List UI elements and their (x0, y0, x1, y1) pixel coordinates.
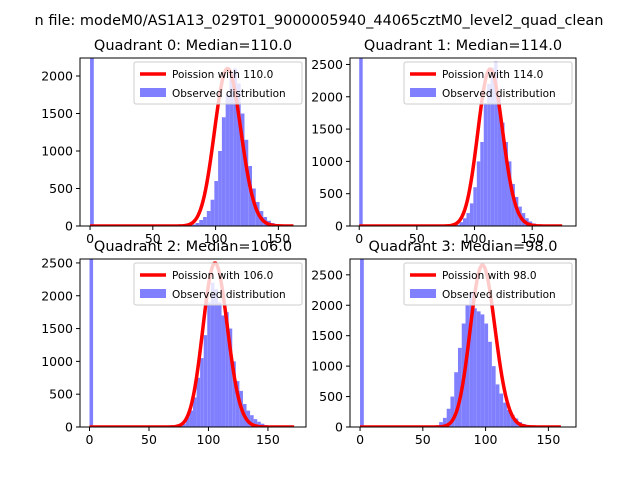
histogram-bar (203, 217, 207, 226)
histogram-bar (477, 161, 480, 226)
legend-label-observed: Observed distribution (172, 88, 286, 100)
y-tick-label: 0 (335, 420, 343, 435)
histogram-bar (360, 259, 364, 427)
y-tick-label: 1000 (41, 354, 73, 369)
legend-label-observed: Observed distribution (442, 88, 556, 100)
y-tick-label: 2500 (311, 267, 343, 282)
histogram-bar (204, 335, 208, 427)
histogram-bar (487, 84, 490, 226)
x-tick-label: 0 (356, 432, 364, 447)
y-tick-label: 2000 (41, 288, 73, 303)
legend-bar-swatch (410, 289, 436, 298)
x-tick-label: 0 (86, 231, 94, 246)
histogram-bar (199, 220, 203, 226)
legend-label-poisson: Poission with 98.0 (442, 270, 537, 282)
x-tick-label: 50 (141, 432, 157, 447)
y-tick-label: 1000 (311, 154, 343, 169)
histogram-bar (473, 308, 477, 427)
x-tick-label: 150 (256, 432, 280, 447)
histogram-bar (484, 103, 487, 226)
histogram-bar (218, 302, 222, 427)
y-tick-label: 500 (49, 387, 73, 402)
histogram-bar (359, 58, 362, 226)
histogram-bar (477, 311, 481, 427)
histogram-bar (222, 315, 226, 427)
y-tick-label: 0 (65, 219, 73, 234)
legend-label-observed: Observed distribution (172, 289, 286, 301)
histogram-bar (484, 324, 488, 427)
histogram-bar (211, 200, 215, 226)
histogram-bar (200, 358, 204, 427)
y-tick-label: 500 (49, 181, 73, 196)
histogram-bar (207, 211, 211, 226)
histogram-bar (496, 384, 500, 427)
y-tick-label: 1000 (41, 144, 73, 159)
histogram-bar (466, 213, 469, 226)
y-tick-label: 1500 (311, 328, 343, 343)
y-tick-label: 2000 (311, 89, 343, 104)
histogram-bar (473, 187, 476, 226)
legend-bar-swatch (410, 88, 436, 97)
legend: Poission with 98.0 Observed distribution (404, 263, 572, 305)
histogram-bar (463, 218, 466, 226)
histogram-bar (481, 314, 485, 427)
legend-label-poisson: Poission with 110.0 (172, 69, 273, 81)
y-tick-label: 1000 (311, 359, 343, 374)
legend-label-observed: Observed distribution (442, 289, 556, 301)
y-tick-label: 0 (65, 420, 73, 435)
histogram-bar (499, 394, 503, 427)
histogram-bar (470, 203, 473, 226)
figure-suptitle: n file: modeM0/AS1A13_029T01_9000005940_… (35, 13, 604, 29)
histogram-bar (222, 117, 226, 226)
histogram-bar (480, 142, 483, 226)
legend-label-poisson: Poission with 114.0 (442, 69, 543, 81)
x-tick-label: 0 (355, 231, 363, 246)
histogram-bar (488, 342, 492, 427)
histogram-bar (207, 302, 211, 427)
histogram-bar (197, 378, 201, 427)
y-tick-label: 1500 (41, 321, 73, 336)
legend: Poission with 110.0 Observed distribution (134, 62, 302, 104)
y-tick-label: 0 (335, 219, 343, 234)
x-tick-label: 150 (536, 432, 560, 447)
x-tick-label: 100 (474, 432, 498, 447)
x-tick-label: 100 (197, 432, 221, 447)
histogram-bar (90, 259, 94, 427)
histogram-bar (503, 403, 507, 427)
histogram-bar (214, 289, 218, 427)
histogram-bar (460, 222, 463, 226)
y-tick-label: 2500 (311, 57, 343, 72)
subplot-title: Quadrant 1: Median=114.0 (364, 38, 562, 54)
y-tick-label: 2000 (311, 298, 343, 313)
y-tick-label: 2500 (41, 255, 73, 270)
x-tick-label: 50 (415, 432, 431, 447)
histogram-bar (90, 58, 94, 226)
x-tick-label: 0 (86, 432, 94, 447)
y-tick-label: 500 (319, 389, 343, 404)
legend-bar-swatch (140, 88, 166, 97)
legend: Poission with 114.0 Observed distribution (404, 62, 572, 104)
subplot-title: Quadrant 0: Median=110.0 (94, 38, 292, 54)
legend-bar-swatch (140, 289, 166, 298)
histogram-bar (214, 181, 218, 226)
subplot-title: Quadrant 3: Median=98.0 (369, 239, 558, 255)
y-tick-label: 1500 (41, 106, 73, 121)
histogram-bar (492, 366, 496, 427)
y-tick-label: 1500 (311, 122, 343, 137)
y-tick-label: 500 (319, 186, 343, 201)
y-tick-label: 2000 (41, 69, 73, 84)
subplot-title: Quadrant 2: Median=106.0 (94, 239, 292, 255)
legend-label-poisson: Poission with 106.0 (172, 270, 273, 282)
legend: Poission with 106.0 Observed distribution (134, 263, 302, 305)
histogram-bar (218, 151, 222, 226)
histogram-bar (226, 95, 230, 226)
